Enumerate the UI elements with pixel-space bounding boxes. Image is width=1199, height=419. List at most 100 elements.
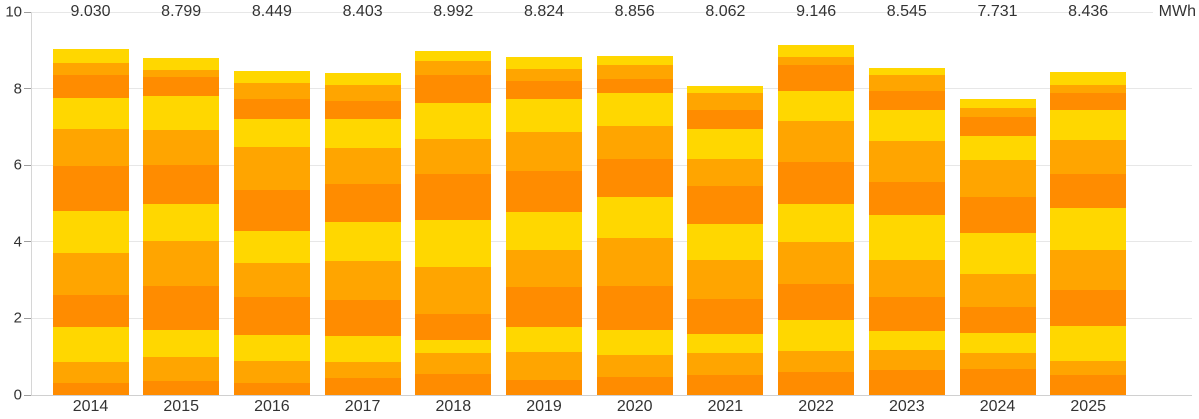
bar-segment-2020-segment-09[interactable] — [596, 92, 673, 126]
bar-segment-2019-segment-10[interactable] — [506, 81, 582, 99]
bar-segment-2025-segment-02[interactable] — [1050, 360, 1127, 376]
bar-segment-2025-segment-10[interactable] — [1050, 92, 1127, 111]
bar-segment-2022-segment-07[interactable] — [778, 161, 855, 205]
bar-segment-2021-segment-11[interactable] — [687, 92, 764, 111]
bar-segment-2014-segment-01[interactable] — [52, 383, 129, 395]
bar-segment-2025-segment-03[interactable] — [1050, 326, 1127, 361]
bar-segment-2017-segment-05[interactable] — [324, 261, 401, 301]
bar-2023[interactable] — [868, 67, 945, 395]
bar-segment-2025-segment-08[interactable] — [1050, 139, 1127, 175]
bar-segment-2019-segment-07[interactable] — [506, 170, 582, 212]
bar-2016[interactable] — [233, 71, 310, 395]
bar-segment-2022-segment-06[interactable] — [778, 204, 855, 243]
bar-segment-2017-segment-08[interactable] — [324, 148, 401, 185]
bar-segment-2016-segment-01[interactable] — [233, 382, 310, 395]
bar-segment-2023-segment-10[interactable] — [868, 90, 945, 110]
bar-segment-2016-segment-07[interactable] — [233, 190, 310, 231]
bar-segment-2021-segment-04[interactable] — [687, 298, 764, 334]
bar-segment-2022-segment-09[interactable] — [778, 91, 855, 122]
bar-segment-2024-segment-01[interactable] — [959, 368, 1036, 395]
bar-segment-2014-segment-07[interactable] — [52, 166, 129, 211]
bar-segment-2022-segment-10[interactable] — [778, 65, 855, 92]
bar-segment-2015-segment-08[interactable] — [143, 130, 220, 165]
bar-segment-2019-segment-03[interactable] — [506, 326, 582, 352]
bar-segment-2015-segment-07[interactable] — [143, 164, 220, 204]
bar-segment-2025-segment-09[interactable] — [1050, 110, 1127, 140]
bar-segment-2016-segment-12[interactable] — [233, 71, 310, 83]
bar-segment-2014-segment-03[interactable] — [52, 327, 129, 363]
bar-segment-2018-segment-12[interactable] — [415, 50, 492, 61]
bar-segment-2015-segment-01[interactable] — [143, 381, 220, 395]
bar-segment-2014-segment-04[interactable] — [52, 295, 129, 328]
bar-2020[interactable] — [596, 55, 673, 395]
bar-segment-2021-segment-10[interactable] — [687, 110, 764, 129]
bar-segment-2019-segment-08[interactable] — [506, 132, 582, 171]
bar-segment-2018-segment-10[interactable] — [415, 74, 492, 103]
bar-segment-2021-segment-01[interactable] — [687, 375, 764, 395]
bar-segment-2024-segment-08[interactable] — [959, 159, 1036, 198]
bar-segment-2019-segment-12[interactable] — [506, 56, 582, 70]
bar-segment-2017-segment-04[interactable] — [324, 300, 401, 337]
bar-segment-2015-segment-06[interactable] — [143, 203, 220, 242]
bar-segment-2019-segment-01[interactable] — [506, 380, 582, 395]
bar-segment-2016-segment-10[interactable] — [233, 99, 310, 119]
bar-segment-2019-segment-11[interactable] — [506, 69, 582, 82]
bar-segment-2021-segment-03[interactable] — [687, 333, 764, 353]
bar-segment-2016-segment-02[interactable] — [233, 360, 310, 383]
bar-segment-2023-segment-09[interactable] — [868, 109, 945, 142]
bar-segment-2023-segment-06[interactable] — [868, 215, 945, 261]
bar-segment-2020-segment-11[interactable] — [596, 64, 673, 80]
bar-segment-2017-segment-02[interactable] — [324, 361, 401, 378]
bar-segment-2023-segment-01[interactable] — [868, 370, 945, 395]
bar-segment-2014-segment-06[interactable] — [52, 210, 129, 253]
bar-segment-2014-segment-09[interactable] — [52, 98, 129, 130]
bar-segment-2016-segment-03[interactable] — [233, 334, 310, 361]
bar-segment-2020-segment-05[interactable] — [596, 238, 673, 287]
bar-2017[interactable] — [324, 73, 401, 395]
bar-segment-2017-segment-01[interactable] — [324, 377, 401, 395]
bar-segment-2017-segment-11[interactable] — [324, 84, 401, 101]
bar-segment-2014-segment-10[interactable] — [52, 74, 129, 99]
bar-segment-2015-segment-10[interactable] — [143, 77, 220, 96]
bar-segment-2022-segment-03[interactable] — [778, 320, 855, 351]
bar-segment-2022-segment-01[interactable] — [778, 372, 855, 395]
bar-segment-2016-segment-08[interactable] — [233, 147, 310, 191]
bar-segment-2024-segment-10[interactable] — [959, 116, 1036, 136]
bar-segment-2018-segment-04[interactable] — [415, 314, 492, 341]
bar-segment-2020-segment-12[interactable] — [596, 55, 673, 65]
bar-segment-2025-segment-12[interactable] — [1050, 71, 1127, 86]
bar-segment-2017-segment-10[interactable] — [324, 100, 401, 120]
bar-segment-2014-segment-11[interactable] — [52, 63, 129, 75]
bar-segment-2023-segment-11[interactable] — [868, 74, 945, 91]
bar-segment-2015-segment-03[interactable] — [143, 330, 220, 358]
bar-segment-2020-segment-02[interactable] — [596, 355, 673, 377]
bar-2015[interactable] — [143, 58, 220, 395]
bar-segment-2019-segment-02[interactable] — [506, 351, 582, 381]
bar-segment-2019-segment-05[interactable] — [506, 249, 582, 288]
bar-segment-2018-segment-03[interactable] — [415, 340, 492, 353]
bar-segment-2021-segment-05[interactable] — [687, 260, 764, 299]
bar-segment-2024-segment-04[interactable] — [959, 307, 1036, 334]
bar-segment-2022-segment-02[interactable] — [778, 350, 855, 373]
bar-segment-2025-segment-01[interactable] — [1050, 375, 1127, 395]
bar-2021[interactable] — [687, 86, 764, 395]
bar-segment-2023-segment-02[interactable] — [868, 350, 945, 371]
bar-segment-2020-segment-08[interactable] — [596, 125, 673, 160]
bar-segment-2025-segment-11[interactable] — [1050, 85, 1127, 93]
bar-2018[interactable] — [415, 50, 492, 395]
bar-segment-2018-segment-06[interactable] — [415, 220, 492, 268]
bar-segment-2024-segment-02[interactable] — [959, 353, 1036, 369]
bar-segment-2021-segment-02[interactable] — [687, 352, 764, 376]
bar-segment-2017-segment-09[interactable] — [324, 119, 401, 149]
bar-segment-2017-segment-12[interactable] — [324, 73, 401, 85]
bar-segment-2018-segment-08[interactable] — [415, 138, 492, 175]
bar-segment-2018-segment-01[interactable] — [415, 373, 492, 395]
bar-2019[interactable] — [506, 56, 582, 395]
bar-segment-2024-segment-03[interactable] — [959, 333, 1036, 354]
bar-segment-2016-segment-04[interactable] — [233, 296, 310, 335]
bar-segment-2015-segment-02[interactable] — [143, 357, 220, 382]
bar-segment-2021-segment-07[interactable] — [687, 186, 764, 224]
bar-segment-2018-segment-07[interactable] — [415, 174, 492, 221]
bar-segment-2015-segment-04[interactable] — [143, 286, 220, 331]
bar-segment-2023-segment-12[interactable] — [868, 67, 945, 75]
